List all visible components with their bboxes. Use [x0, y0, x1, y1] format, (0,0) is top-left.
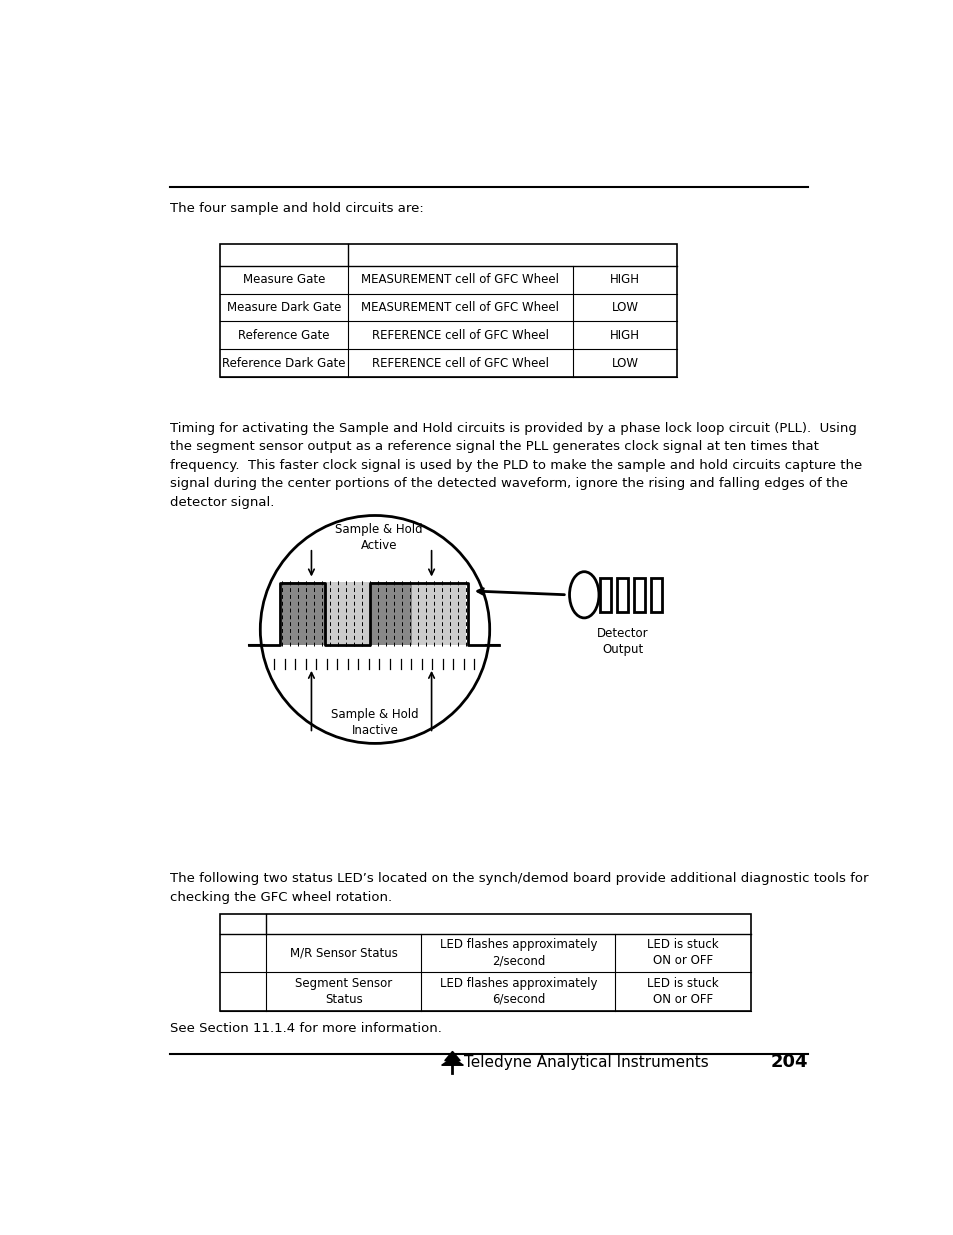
Text: LED flashes approximately
2/second: LED flashes approximately 2/second [439, 939, 597, 967]
Text: REFERENCE cell of GFC Wheel: REFERENCE cell of GFC Wheel [372, 357, 548, 369]
Bar [282, 582, 466, 645]
Text: Teledyne Analytical Instruments: Teledyne Analytical Instruments [464, 1055, 708, 1070]
Text: The following two status LED’s located on the synch/demod board provide addition: The following two status LED’s located o… [170, 872, 867, 904]
Text: Reference Dark Gate: Reference Dark Gate [222, 357, 345, 369]
Text: M/R Sensor Status: M/R Sensor Status [290, 946, 397, 960]
Text: Timing for activating the Sample and Hold circuits is provided by a phase lock l: Timing for activating the Sample and Hol… [170, 421, 861, 509]
Text: LED flashes approximately
6/second: LED flashes approximately 6/second [439, 977, 597, 1005]
Polygon shape [441, 1057, 463, 1066]
Bar [617, 578, 627, 611]
Text: The four sample and hold circuits are:: The four sample and hold circuits are: [170, 203, 423, 215]
Text: LOW: LOW [611, 357, 638, 369]
Bar [220, 245, 677, 377]
Text: Measure Gate: Measure Gate [242, 273, 325, 287]
Ellipse shape [569, 572, 598, 618]
Bar [633, 578, 644, 611]
Text: HIGH: HIGH [609, 329, 639, 342]
Text: MEASUREMENT cell of GFC Wheel: MEASUREMENT cell of GFC Wheel [361, 273, 558, 287]
Text: LED is stuck
ON or OFF: LED is stuck ON or OFF [646, 939, 719, 967]
Text: Segment Sensor
Status: Segment Sensor Status [295, 977, 393, 1005]
Bar [599, 578, 610, 611]
Text: See Section 11.1.4 for more information.: See Section 11.1.4 for more information. [170, 1023, 441, 1035]
Text: Measure Dark Gate: Measure Dark Gate [227, 301, 341, 314]
Text: Reference Gate: Reference Gate [238, 329, 330, 342]
Text: LOW: LOW [611, 301, 638, 314]
Text: 204: 204 [770, 1053, 807, 1071]
Bar [369, 582, 412, 645]
Bar [650, 578, 661, 611]
Text: LED is stuck
ON or OFF: LED is stuck ON or OFF [646, 977, 719, 1005]
Text: HIGH: HIGH [609, 273, 639, 287]
Bar [220, 914, 750, 1010]
Polygon shape [444, 1051, 459, 1061]
Text: Sample & Hold
Active: Sample & Hold Active [335, 524, 422, 552]
Text: Detector
Output: Detector Output [597, 627, 648, 656]
Text: Sample & Hold
Inactive: Sample & Hold Inactive [331, 708, 418, 737]
Text: MEASUREMENT cell of GFC Wheel: MEASUREMENT cell of GFC Wheel [361, 301, 558, 314]
Bar [282, 582, 324, 645]
Text: REFERENCE cell of GFC Wheel: REFERENCE cell of GFC Wheel [372, 329, 548, 342]
